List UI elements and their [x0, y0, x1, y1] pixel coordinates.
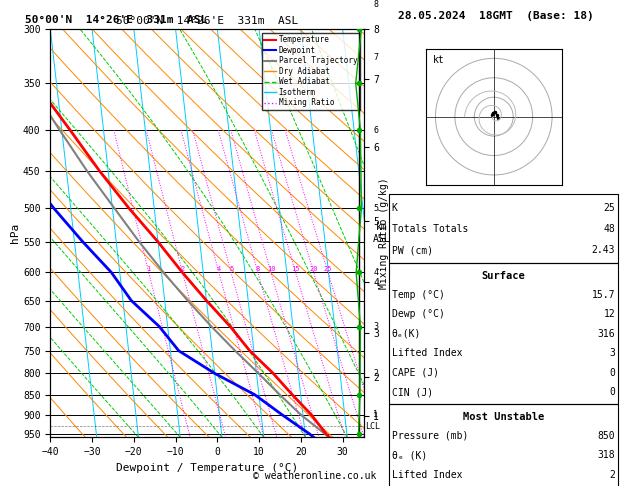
Text: K: K	[392, 203, 398, 212]
Text: 0: 0	[610, 387, 615, 397]
Text: 2: 2	[610, 470, 615, 480]
Text: 10: 10	[267, 266, 276, 273]
Text: 7: 7	[374, 53, 378, 62]
Text: 1: 1	[374, 410, 378, 419]
Text: Temp (°C): Temp (°C)	[392, 290, 445, 300]
Text: 50°00'N  14°26'E  331m  ASL: 50°00'N 14°26'E 331m ASL	[25, 15, 208, 25]
Y-axis label: hPa: hPa	[10, 223, 20, 243]
Text: θₑ (K): θₑ (K)	[392, 451, 427, 460]
Text: 15.7: 15.7	[592, 290, 615, 300]
Text: 25: 25	[324, 266, 332, 273]
Text: 4: 4	[374, 268, 378, 277]
Legend: Temperature, Dewpoint, Parcel Trajectory, Dry Adiabat, Wet Adiabat, Isotherm, Mi: Temperature, Dewpoint, Parcel Trajectory…	[262, 33, 360, 110]
Text: θₑ(K): θₑ(K)	[392, 329, 421, 339]
Text: 48: 48	[603, 224, 615, 234]
Text: 3: 3	[610, 348, 615, 358]
Text: © weatheronline.co.uk: © weatheronline.co.uk	[253, 471, 376, 481]
Text: 318: 318	[598, 451, 615, 460]
Text: kt: kt	[433, 55, 444, 66]
Text: 15: 15	[291, 266, 300, 273]
Text: Dewp (°C): Dewp (°C)	[392, 310, 445, 319]
Text: 8: 8	[256, 266, 260, 273]
Text: 2: 2	[181, 266, 185, 273]
Text: Surface: Surface	[482, 271, 525, 280]
Text: 6: 6	[374, 125, 378, 135]
Text: PW (cm): PW (cm)	[392, 245, 433, 255]
Text: Lifted Index: Lifted Index	[392, 470, 462, 480]
Text: Totals Totals: Totals Totals	[392, 224, 468, 234]
Text: Mixing Ratio (g/kg): Mixing Ratio (g/kg)	[379, 177, 389, 289]
Text: 5: 5	[374, 204, 378, 213]
Text: CIN (J): CIN (J)	[392, 387, 433, 397]
Text: 5: 5	[229, 266, 233, 273]
Text: 3: 3	[374, 322, 378, 331]
Text: 28.05.2024  18GMT  (Base: 18): 28.05.2024 18GMT (Base: 18)	[398, 11, 594, 21]
Text: 4: 4	[217, 266, 221, 273]
X-axis label: Dewpoint / Temperature (°C): Dewpoint / Temperature (°C)	[116, 463, 298, 473]
Text: 2.43: 2.43	[592, 245, 615, 255]
Text: 1: 1	[147, 266, 151, 273]
Y-axis label: km
ASL: km ASL	[373, 223, 391, 244]
Text: 316: 316	[598, 329, 615, 339]
Text: 850: 850	[598, 431, 615, 441]
Text: Pressure (mb): Pressure (mb)	[392, 431, 468, 441]
Text: CAPE (J): CAPE (J)	[392, 368, 439, 378]
Text: 2: 2	[374, 369, 378, 378]
Text: LCL: LCL	[365, 422, 381, 431]
Text: 0: 0	[610, 368, 615, 378]
Text: 8: 8	[374, 0, 378, 9]
Title: 50°00'N  14°26'E  331m  ASL: 50°00'N 14°26'E 331m ASL	[116, 16, 298, 26]
Text: Most Unstable: Most Unstable	[463, 412, 544, 421]
Text: 20: 20	[309, 266, 318, 273]
Text: 12: 12	[603, 310, 615, 319]
Text: 25: 25	[603, 203, 615, 212]
Text: Lifted Index: Lifted Index	[392, 348, 462, 358]
